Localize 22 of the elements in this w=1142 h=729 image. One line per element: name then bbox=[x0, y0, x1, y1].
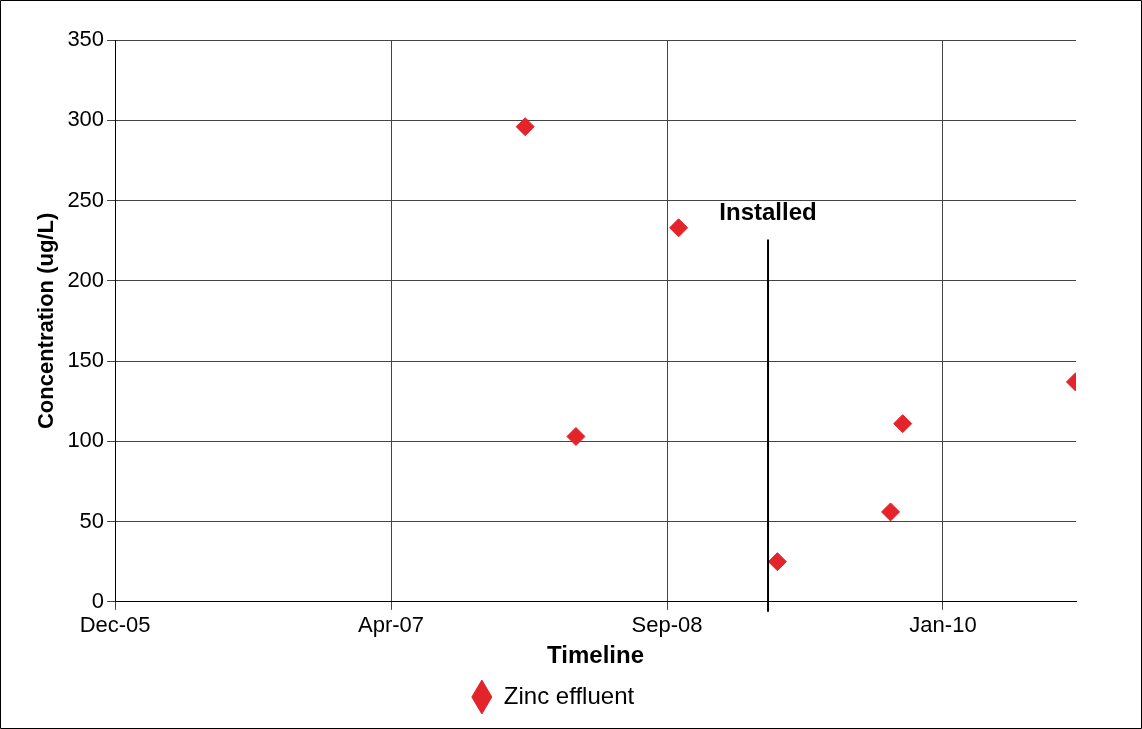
point bbox=[893, 414, 913, 434]
legend-label: Zinc effluent bbox=[503, 681, 635, 709]
y-tick-label: 150 bbox=[67, 347, 105, 373]
y-tick-label: 100 bbox=[67, 427, 105, 453]
ref-line-label: Installed bbox=[719, 198, 817, 226]
y-axis-title: Concentration (ug/L) bbox=[33, 212, 59, 430]
y-tick-label: 250 bbox=[67, 186, 105, 212]
x-tick-label: Sep-08 bbox=[631, 612, 703, 638]
x-tick-label: Apr-07 bbox=[358, 612, 425, 638]
y-tick-label: 300 bbox=[67, 106, 105, 132]
y-tick-label: 0 bbox=[91, 587, 105, 613]
point bbox=[767, 552, 787, 572]
x-axis-title: Timeline bbox=[547, 641, 645, 669]
x-tick-label: Dec-05 bbox=[79, 612, 151, 638]
point bbox=[566, 426, 586, 446]
y-tick-label: 350 bbox=[67, 26, 105, 52]
y-tick-label: 50 bbox=[79, 507, 105, 533]
y-tick-label: 200 bbox=[67, 266, 105, 292]
point bbox=[669, 218, 689, 238]
point bbox=[881, 502, 901, 522]
point bbox=[515, 117, 535, 137]
x-tick-label: Jan-10 bbox=[909, 612, 977, 638]
